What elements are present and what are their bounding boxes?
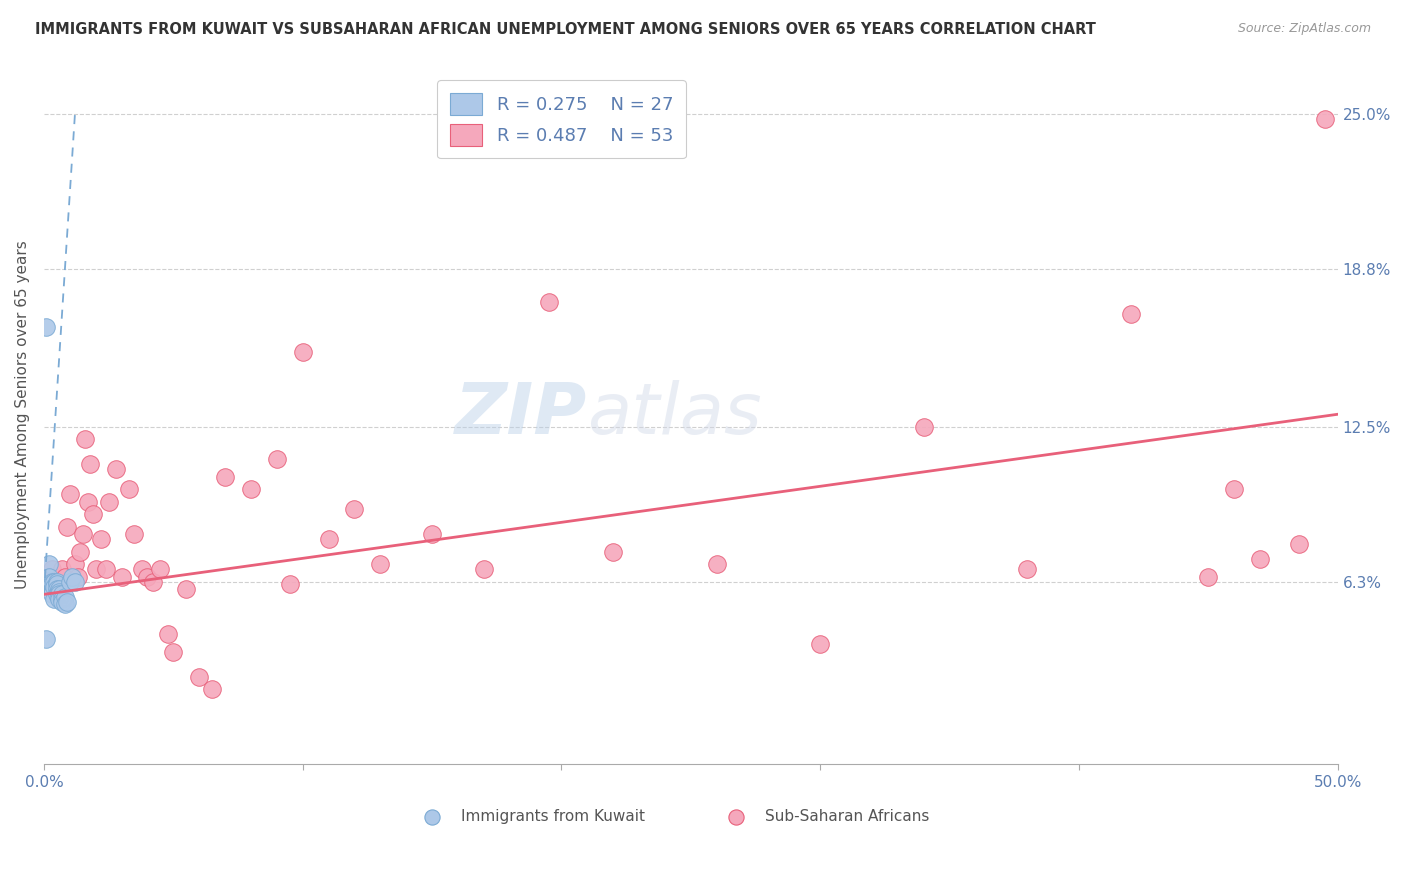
Point — [188, 670, 211, 684]
Point — [1249, 552, 1271, 566]
Point — [142, 574, 165, 589]
Point — [157, 627, 180, 641]
Point — [278, 577, 301, 591]
Point — [124, 527, 146, 541]
Point — [56, 595, 79, 609]
Point — [537, 294, 560, 309]
Point — [51, 595, 73, 609]
Point — [53, 598, 76, 612]
Point — [75, 432, 97, 446]
Point — [41, 562, 63, 576]
Text: Source: ZipAtlas.com: Source: ZipAtlas.com — [1237, 22, 1371, 36]
Point — [51, 592, 73, 607]
Point — [35, 632, 58, 647]
Point — [72, 527, 94, 541]
Point — [82, 508, 104, 522]
Text: Sub-Saharan Africans: Sub-Saharan Africans — [765, 810, 929, 824]
Point — [35, 319, 58, 334]
Point — [174, 582, 197, 597]
Point — [48, 587, 70, 601]
Point — [48, 585, 70, 599]
Point — [318, 533, 340, 547]
Point — [136, 570, 159, 584]
Point — [48, 582, 70, 597]
Point — [41, 587, 63, 601]
Point — [53, 590, 76, 604]
Point — [94, 562, 117, 576]
Point — [45, 577, 67, 591]
Point — [60, 570, 83, 584]
Point — [66, 570, 89, 584]
Point — [44, 592, 66, 607]
Point — [343, 502, 366, 516]
Point — [69, 545, 91, 559]
Point — [45, 587, 67, 601]
Point — [105, 462, 128, 476]
Point — [472, 562, 495, 576]
Point — [110, 570, 132, 584]
Point — [48, 592, 70, 607]
Point — [59, 574, 82, 589]
Point — [118, 483, 141, 497]
Text: Immigrants from Kuwait: Immigrants from Kuwait — [461, 810, 644, 824]
Point — [45, 582, 67, 597]
Point — [201, 682, 224, 697]
Point — [38, 570, 60, 584]
Point — [162, 645, 184, 659]
Point — [63, 574, 86, 589]
Text: atlas: atlas — [588, 380, 762, 449]
Y-axis label: Unemployment Among Seniors over 65 years: Unemployment Among Seniors over 65 years — [15, 240, 30, 589]
Point — [51, 562, 73, 576]
Point — [44, 574, 66, 589]
Text: IMMIGRANTS FROM KUWAIT VS SUBSAHARAN AFRICAN UNEMPLOYMENT AMONG SENIORS OVER 65 : IMMIGRANTS FROM KUWAIT VS SUBSAHARAN AFR… — [35, 22, 1097, 37]
Point — [602, 545, 624, 559]
Point — [706, 558, 728, 572]
Point — [63, 558, 86, 572]
Point — [912, 419, 935, 434]
Point — [41, 574, 63, 589]
Point — [84, 562, 107, 576]
Point — [45, 574, 67, 589]
Point — [1119, 307, 1142, 321]
Point — [79, 458, 101, 472]
Point — [291, 344, 314, 359]
Point — [53, 570, 76, 584]
Point — [1017, 562, 1039, 576]
Point — [56, 520, 79, 534]
Point — [1288, 537, 1310, 551]
Point — [214, 470, 236, 484]
Point — [97, 495, 120, 509]
Point — [808, 637, 831, 651]
Point — [59, 487, 82, 501]
Point — [239, 483, 262, 497]
Point — [1197, 570, 1219, 584]
Point — [44, 580, 66, 594]
Point — [38, 558, 60, 572]
Point — [1313, 112, 1336, 127]
Point — [41, 577, 63, 591]
Point — [51, 587, 73, 601]
Point — [90, 533, 112, 547]
Point — [1223, 483, 1246, 497]
Point — [149, 562, 172, 576]
Point — [420, 527, 443, 541]
Point — [266, 452, 288, 467]
Point — [77, 495, 100, 509]
Legend: R = 0.275    N = 27, R = 0.487    N = 53: R = 0.275 N = 27, R = 0.487 N = 53 — [437, 80, 686, 159]
Point — [45, 587, 67, 601]
Point — [131, 562, 153, 576]
Point — [368, 558, 391, 572]
Text: ZIP: ZIP — [456, 380, 588, 449]
